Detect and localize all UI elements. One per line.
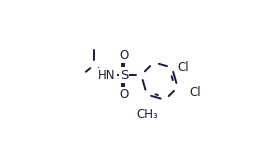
Text: O: O [119, 88, 129, 101]
Text: Cl: Cl [178, 61, 189, 74]
Text: Cl: Cl [190, 86, 202, 99]
Text: S: S [120, 69, 128, 81]
Text: HN: HN [98, 69, 116, 81]
Text: O: O [119, 49, 129, 62]
Text: CH₃: CH₃ [136, 108, 158, 121]
